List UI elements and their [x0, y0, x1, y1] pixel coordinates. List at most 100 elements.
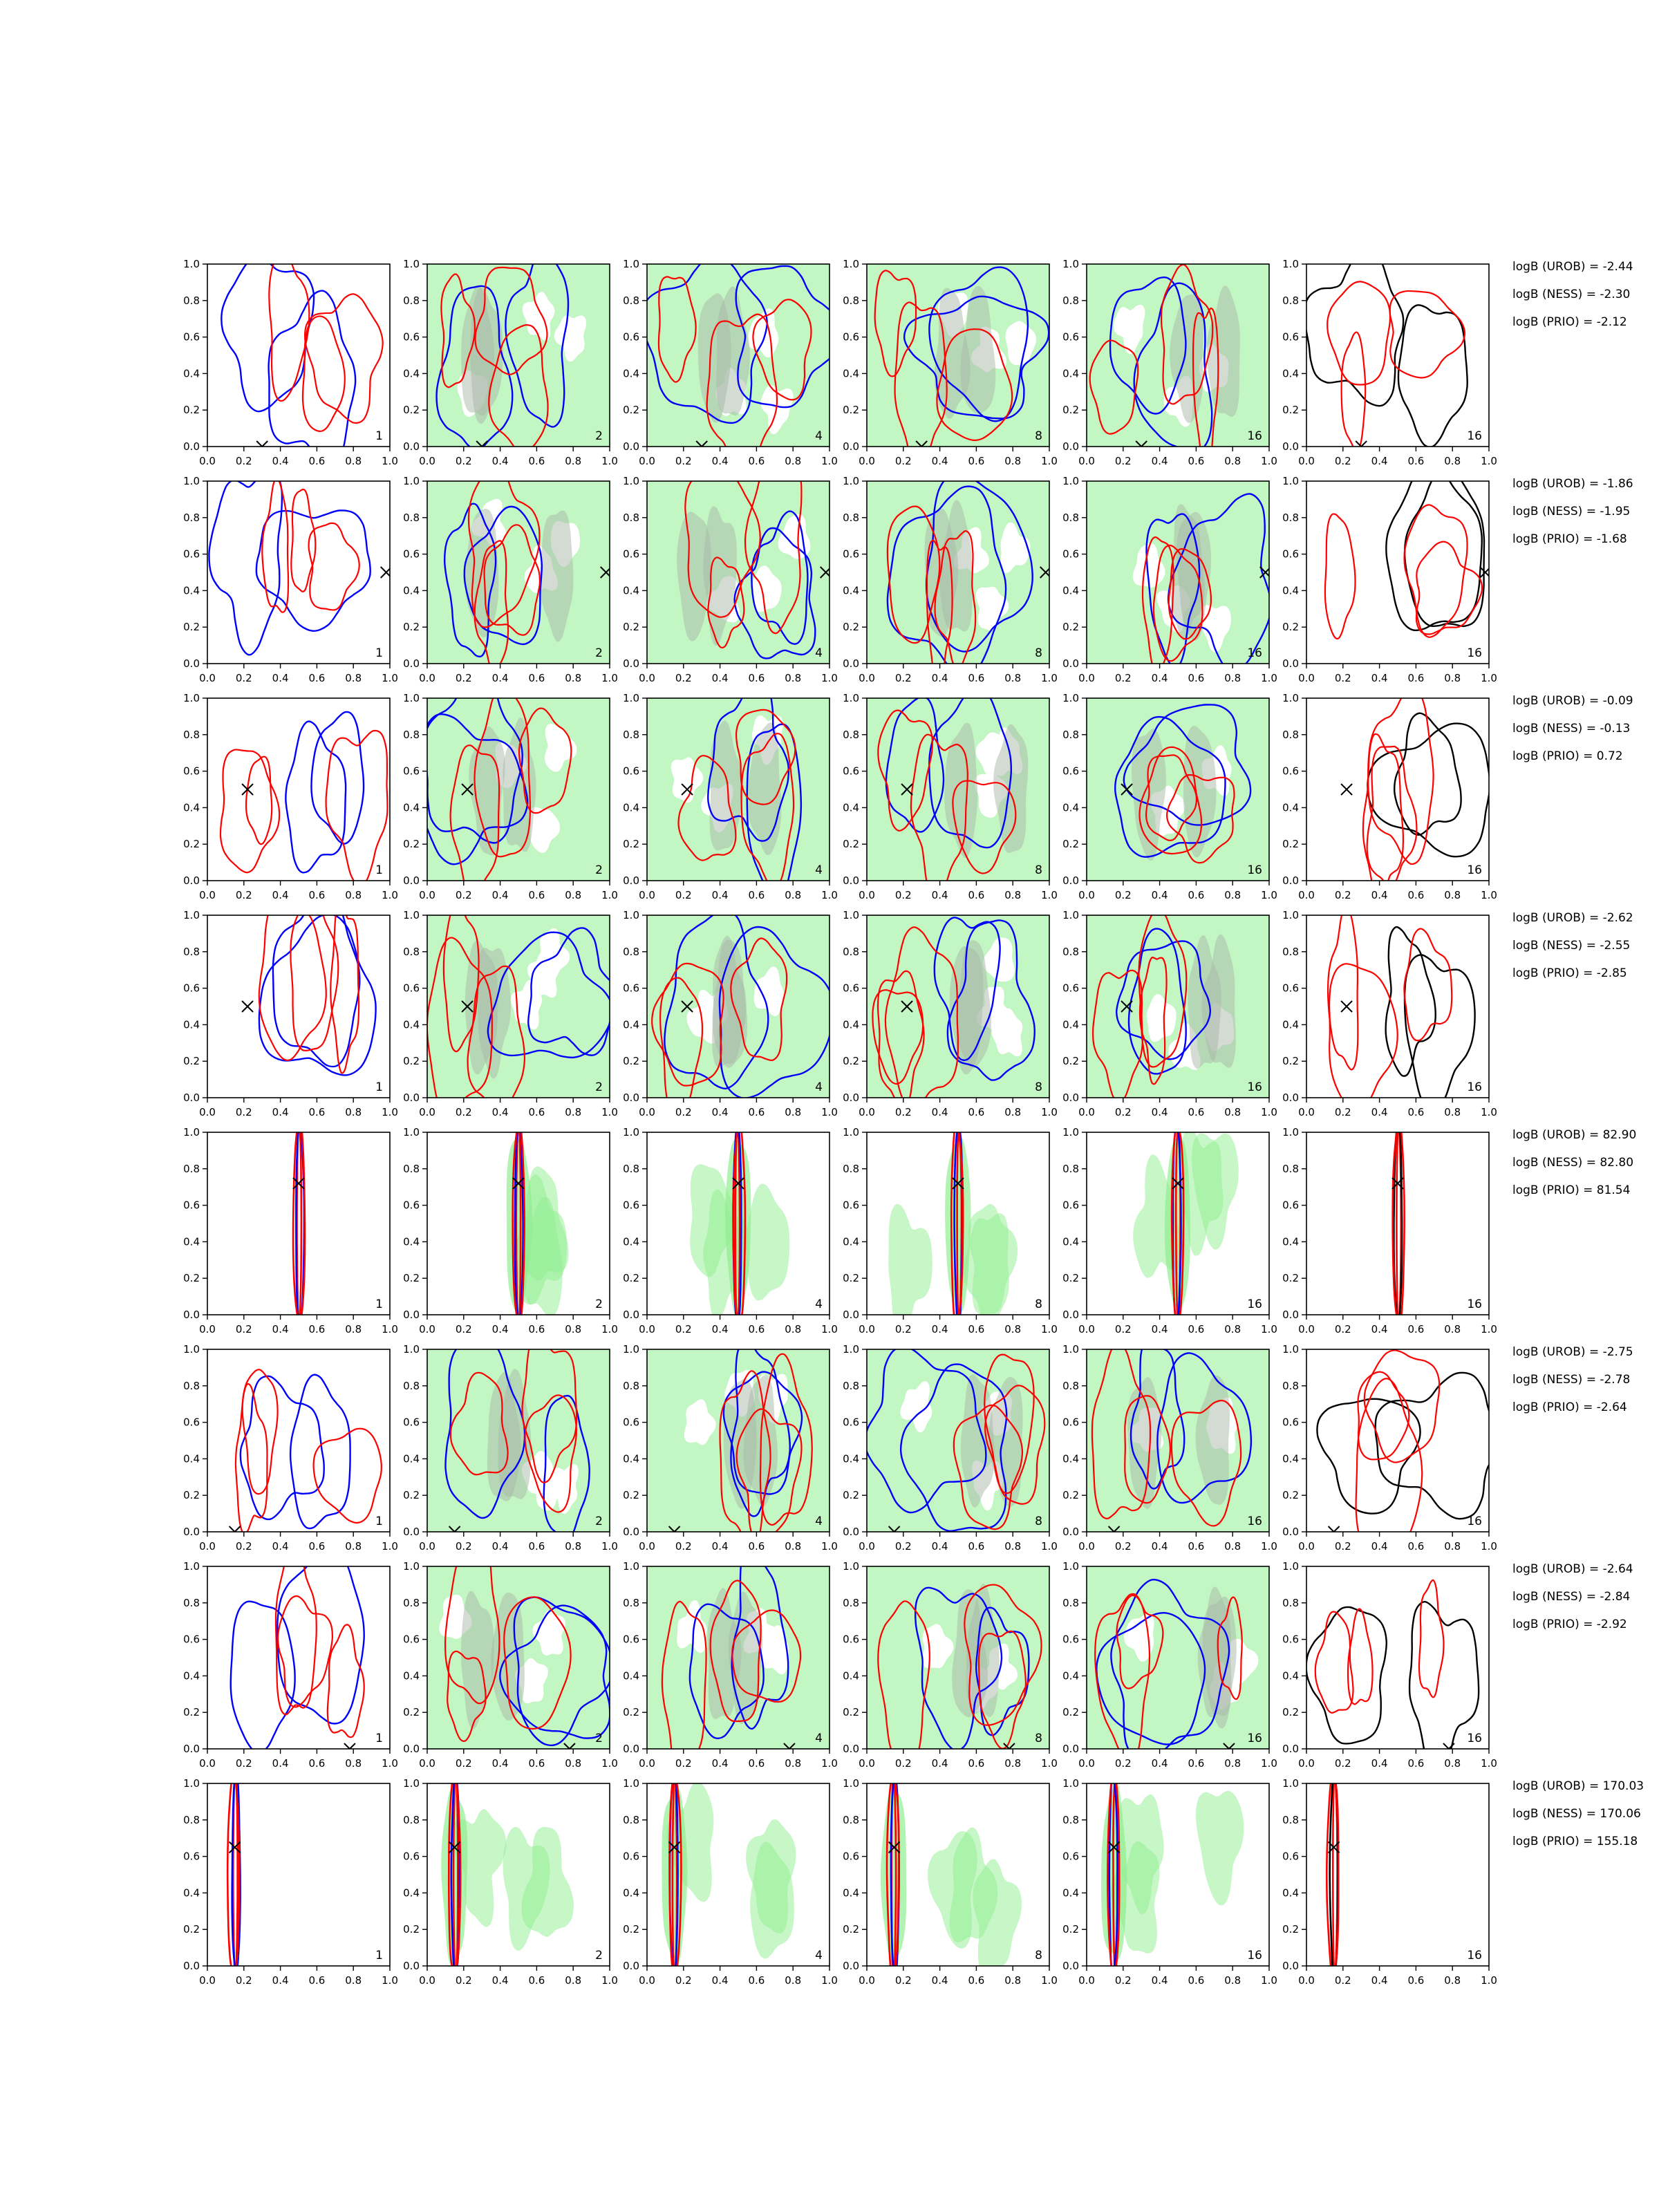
true-value-marker [476, 440, 488, 447]
x-tick-label: 0.6 [1407, 1106, 1424, 1118]
subplot-r5-c5: 0.0 0.0 0.2 0.2 0.4 0.4 0.6 0.6 0.8 0.8 1.0 1.0 16 [1062, 1126, 1277, 1335]
true-value-marker [461, 1000, 474, 1013]
y-tick-label: 0.0 [403, 1960, 420, 1972]
y-tick-label: 0.0 [623, 1743, 639, 1755]
y-tick-label: 0.0 [623, 657, 639, 670]
y-tick-label: 0.0 [183, 657, 200, 670]
x-tick-label: 0.4 [712, 1974, 729, 1987]
logb-label: logB (UROB) = 170.03 [1512, 1779, 1644, 1793]
y-tick-label: 0.8 [623, 512, 639, 524]
y-tick-label: 0.8 [1062, 1163, 1079, 1175]
x-tick-label: 0.8 [1444, 1540, 1461, 1553]
true-value-marker [228, 1841, 241, 1854]
x-tick-label: 1.0 [1261, 1757, 1277, 1770]
contour-line [885, 698, 945, 833]
contour-line [512, 1132, 525, 1315]
y-tick-label: 0.2 [843, 1489, 859, 1501]
contour-line [268, 290, 357, 447]
x-tick-label: 0.2 [675, 1974, 692, 1987]
x-tick-label: 0.0 [199, 1757, 216, 1770]
y-tick-label: 0.6 [843, 1416, 859, 1429]
x-tick-label: 0.0 [859, 1757, 875, 1770]
y-tick-label: 0.8 [623, 1814, 639, 1826]
x-tick-label: 1.0 [382, 1540, 398, 1553]
x-tick-label: 0.2 [895, 1757, 912, 1770]
y-tick-label: 0.8 [403, 1163, 420, 1175]
y-tick-label: 0.2 [623, 1489, 639, 1501]
true-value-marker [1121, 1000, 1133, 1013]
axes-frame [427, 697, 610, 881]
x-tick-label: 0.4 [1152, 455, 1168, 467]
contour-line [474, 266, 548, 375]
contour-line [231, 1783, 241, 1966]
subplot-r2-c1: 0.0 0.0 0.2 0.2 0.4 0.4 0.6 0.6 0.8 0.8 1.0 1.0 1 [183, 475, 398, 684]
y-tick-label: 0.8 [843, 946, 859, 958]
x-tick-label: 0.2 [675, 889, 692, 901]
contour-line [731, 1609, 802, 1703]
contour-line [651, 962, 724, 1087]
y-tick-label: 1.0 [1282, 1126, 1299, 1138]
contour-line [1327, 915, 1359, 1071]
x-tick-label: 0.2 [456, 889, 472, 901]
x-tick-label: 0.8 [1004, 1974, 1021, 1987]
contour-line [1418, 1579, 1445, 1698]
x-tick-label: 0.2 [1335, 1323, 1351, 1335]
white-gap [544, 723, 577, 772]
axes-frame [866, 480, 1050, 664]
column-label: 16 [1247, 1732, 1262, 1745]
y-tick-label: 0.0 [403, 657, 420, 670]
x-tick-label: 0.2 [236, 889, 252, 901]
x-tick-label: 1.0 [382, 1323, 398, 1335]
subplot-r4-c4: 0.00.0 0.2 0.2 0.4 0.4 0.6 0.6 0.8 0.8 1.0 1.0 8 [843, 909, 1058, 1118]
logb-label: logB (UROB) = 82.90 [1512, 1128, 1637, 1142]
x-tick-label: 0.2 [456, 1323, 472, 1335]
y-tick-label: 0.8 [1062, 729, 1079, 741]
x-tick-label: 0.2 [236, 1974, 252, 1987]
y-tick-label: 0.8 [843, 1814, 859, 1826]
y-tick-label: 0.2 [183, 404, 200, 416]
y-tick-label: 0.2 [623, 1706, 639, 1718]
contour-line [447, 1783, 462, 1966]
x-tick-label: 0.2 [236, 455, 252, 467]
density-fill [928, 1831, 977, 1949]
density-core [1170, 294, 1204, 423]
y-tick-label: 1.0 [403, 258, 420, 270]
x-tick-label: 0.2 [1115, 1540, 1132, 1553]
x-tick-label: 1.0 [1041, 889, 1058, 901]
x-tick-label: 0.6 [1407, 1974, 1424, 1987]
y-tick-label: 0.6 [843, 1633, 859, 1646]
axes-frame [1086, 1349, 1270, 1533]
x-tick-label: 0.2 [895, 1106, 912, 1118]
y-tick-label: 0.8 [1282, 1163, 1299, 1175]
x-tick-label: 0.4 [272, 455, 289, 467]
y-tick-label: 0.2 [403, 621, 420, 633]
contour-line [877, 709, 933, 832]
y-tick-label: 1.0 [403, 692, 420, 704]
y-tick-label: 0.8 [623, 946, 639, 958]
y-tick-label: 0.2 [1282, 1489, 1299, 1501]
axes-frame [427, 915, 610, 1098]
contour-line [258, 915, 327, 1061]
x-tick-label: 0.8 [785, 672, 801, 684]
axes-frame [646, 480, 830, 664]
y-tick-label: 0.2 [1062, 1489, 1079, 1501]
x-tick-label: 0.0 [199, 1974, 216, 1987]
contour-line [1138, 746, 1203, 855]
y-tick-label: 0.6 [1062, 1416, 1079, 1429]
y-tick-label: 1.0 [623, 1126, 639, 1138]
x-tick-label: 0.2 [675, 1540, 692, 1553]
axes-frame [866, 1783, 1050, 1967]
y-tick-label: 0.8 [403, 294, 420, 307]
y-tick-label: 0.4 [1282, 1886, 1299, 1899]
density-core [880, 1787, 907, 1964]
contour-line [487, 931, 610, 1059]
x-tick-label: 1.0 [601, 1540, 618, 1553]
y-tick-label: 0.2 [403, 1489, 420, 1501]
x-tick-label: 0.4 [1371, 455, 1388, 467]
x-tick-label: 0.2 [1335, 455, 1351, 467]
x-tick-label: 0.0 [419, 1323, 435, 1335]
y-tick-label: 0.2 [843, 404, 859, 416]
x-tick-label: 1.0 [1261, 1106, 1277, 1118]
column-label: 2 [595, 646, 603, 660]
x-tick-label: 0.8 [565, 1323, 581, 1335]
